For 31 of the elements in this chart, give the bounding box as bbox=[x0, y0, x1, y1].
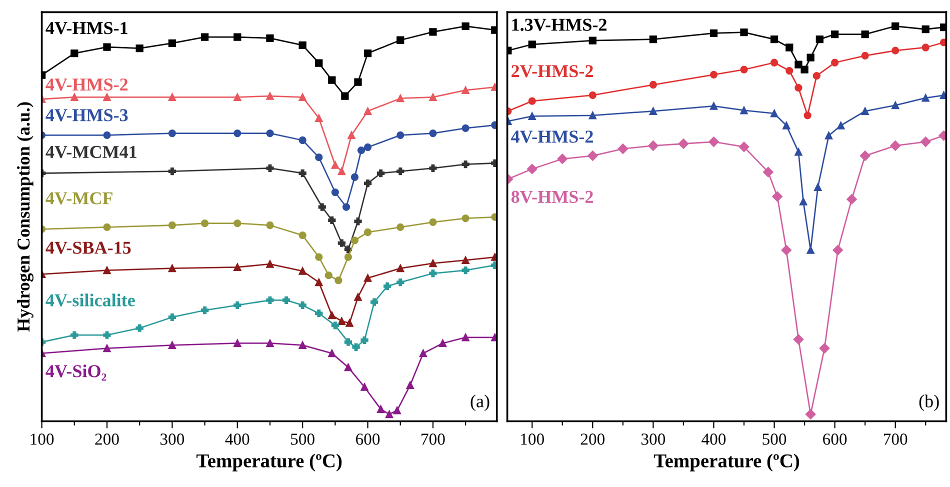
x-tick-label: 700 bbox=[884, 434, 908, 445]
series-label: 4V-HMS-2 bbox=[511, 130, 593, 143]
x-tick-label: 100 bbox=[30, 434, 54, 445]
series-label: 4V-HMS-2 bbox=[46, 78, 128, 91]
series-label: 8V-HMS-2 bbox=[511, 190, 593, 204]
x-tick-label: 300 bbox=[160, 434, 184, 445]
series-label: 2V-HMS-2 bbox=[512, 65, 593, 78]
y-axis-title: Hydrogen Consumption (a.u.) bbox=[16, 102, 34, 332]
x-tick-label: 200 bbox=[580, 434, 605, 445]
x-tick-label: 500 bbox=[762, 434, 786, 445]
series-label: 4V-silicalite bbox=[46, 294, 135, 306]
x-tick-label: 700 bbox=[422, 434, 445, 445]
x-tick-label: 400 bbox=[702, 434, 726, 445]
series-label: 4V-HMS-1 bbox=[46, 22, 128, 34]
annotation: (b) bbox=[919, 394, 939, 412]
series-label: 4V-SiO₂ bbox=[46, 364, 106, 381]
series-label: 4V-HMS-3 bbox=[46, 109, 128, 122]
x-tick-label: 600 bbox=[823, 434, 847, 445]
series-label: 1.3V-HMS-2 bbox=[512, 18, 606, 31]
x-axis-title: Temperature (ºC) bbox=[654, 454, 800, 472]
series-label: 4V-SBA-15 bbox=[46, 242, 131, 254]
annotation: (a) bbox=[470, 394, 490, 412]
x-axis-title: Temperature (ºC) bbox=[196, 454, 342, 472]
x-tick-label: 200 bbox=[95, 434, 119, 445]
x-tick-label: 500 bbox=[291, 434, 314, 445]
x-tick-label: 400 bbox=[225, 434, 250, 445]
x-tick-label: 300 bbox=[641, 434, 666, 445]
x-tick-label: 100 bbox=[521, 434, 544, 445]
series-label: 4V-MCF bbox=[46, 192, 112, 204]
x-tick-label: 600 bbox=[356, 434, 380, 445]
series-label: 4V-MCM41 bbox=[46, 146, 136, 158]
